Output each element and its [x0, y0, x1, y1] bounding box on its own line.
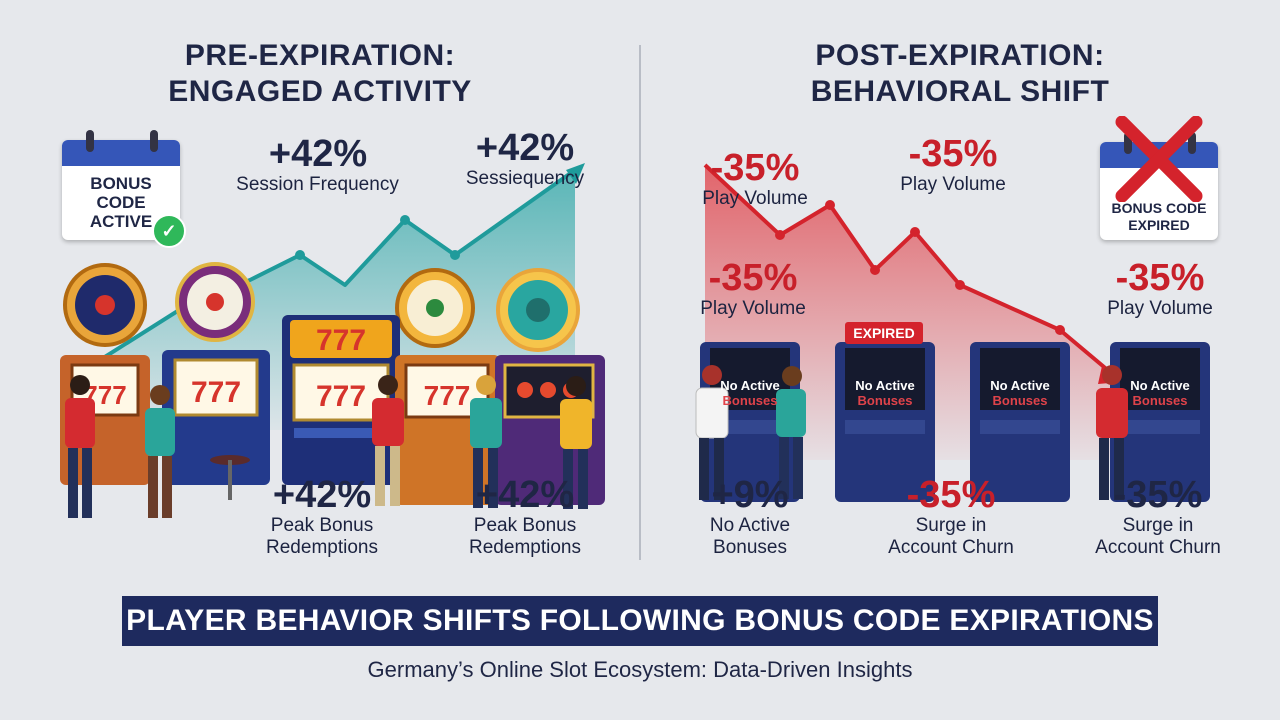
- slot-machines-active-illustration: 777 777 777 777 777: [60, 262, 605, 518]
- peak-bonus-value-1: +42%: [272, 474, 372, 516]
- sessiequency-label: Sessiequency: [465, 168, 585, 189]
- subtitle: Germany’s Online Slot Ecosystem: Data-Dr…: [367, 657, 913, 682]
- bonus-active-calendar-icon: BONUS CODE ACTIVE ✓: [62, 130, 186, 248]
- svg-text:777: 777: [316, 380, 366, 413]
- prize-wheel-icon: [395, 268, 475, 348]
- slot-machines-expired-illustration: [695, 322, 1210, 502]
- post-expiration-title-line1: POST-EXPIRATION:: [815, 39, 1105, 72]
- no-active-bonuses-value: +9%: [711, 474, 789, 516]
- no-active-bonus-screen-3: No Active Bonuses: [990, 378, 1050, 408]
- prize-wheel-icon: [63, 263, 147, 347]
- prize-wheel-icon: [496, 268, 580, 352]
- calendar-line1: BONUS: [90, 174, 152, 193]
- no-active-bonuses-label: No Active Bonuses: [709, 515, 791, 558]
- account-churn-label-2: Surge in Account Churn: [1095, 515, 1221, 558]
- calendar-line3: ACTIVE: [89, 212, 153, 231]
- pre-expiration-title: PRE-EXPIRATION: ENGAGED ACTIVITY: [140, 38, 500, 110]
- no-active-bonus-screen-4: No Active Bonuses: [1130, 378, 1190, 408]
- headline-banner: PLAYER BEHAVIOR SHIFTS FOLLOWING BONUS C…: [122, 596, 1158, 646]
- play-volume-value-3: -35%: [708, 257, 798, 299]
- player-figure: [372, 375, 404, 506]
- account-churn-value-1: -35%: [906, 474, 996, 516]
- play-volume-value-2: -35%: [908, 133, 998, 175]
- expired-sign: EXPIRED: [853, 325, 915, 341]
- peak-bonus-value-2: +42%: [475, 474, 575, 516]
- play-volume-label-2: Play Volume: [900, 174, 1006, 195]
- player-figure: [776, 366, 806, 499]
- pre-expiration-title-line1: PRE-EXPIRATION:: [184, 39, 456, 72]
- player-figure: [560, 376, 592, 509]
- no-active-bonus-screen-1: No Active Bonuses: [720, 378, 780, 408]
- pre-expiration-title-line2: ENGAGED ACTIVITY: [168, 75, 472, 108]
- no-active-bonus-screen-2: No Active Bonuses: [855, 378, 915, 408]
- bonus-expired-calendar-icon: BONUS CODE EXPIRED: [1100, 116, 1218, 240]
- session-frequency-value: +42%: [268, 133, 368, 175]
- player-figure: [470, 375, 502, 508]
- peak-bonus-label-1: Peak Bonus Redemptions: [266, 515, 378, 558]
- play-volume-value-4: -35%: [1115, 257, 1205, 299]
- player-figure: [1096, 365, 1128, 500]
- engagement-arrowhead: [566, 163, 585, 184]
- expired-calendar-line2: EXPIRED: [1128, 217, 1190, 233]
- panel-divider: [639, 45, 641, 560]
- post-expiration-title: POST-EXPIRATION: BEHAVIORAL SHIFT: [780, 38, 1140, 110]
- expired-calendar-line1: BONUS CODE: [1111, 200, 1207, 216]
- decline-line: [703, 163, 1112, 374]
- svg-text:777: 777: [191, 376, 241, 409]
- play-volume-label-4: Play Volume: [1107, 298, 1213, 319]
- player-figure: [145, 385, 175, 518]
- sessiequency-value: +42%: [475, 127, 575, 169]
- session-frequency-label: Session Frequency: [236, 174, 399, 195]
- cross-icon: [1115, 116, 1203, 202]
- peak-bonus-label-2: Peak Bonus Redemptions: [469, 515, 581, 558]
- post-expiration-title-line2: BEHAVIORAL SHIFT: [810, 75, 1110, 108]
- play-volume-label-1: Play Volume: [702, 188, 808, 209]
- play-volume-label-3: Play Volume: [700, 298, 806, 319]
- player-figure: [65, 375, 95, 518]
- player-figure: [695, 365, 729, 500]
- svg-text:777: 777: [424, 380, 471, 411]
- check-icon: ✓: [152, 214, 186, 248]
- account-churn-value-2: -35%: [1113, 474, 1203, 516]
- play-volume-value-1: -35%: [710, 147, 800, 189]
- prize-wheel-icon: [175, 262, 255, 342]
- svg-text:777: 777: [316, 324, 366, 357]
- account-churn-label-1: Surge in Account Churn: [888, 515, 1014, 558]
- calendar-line2: CODE: [96, 193, 146, 212]
